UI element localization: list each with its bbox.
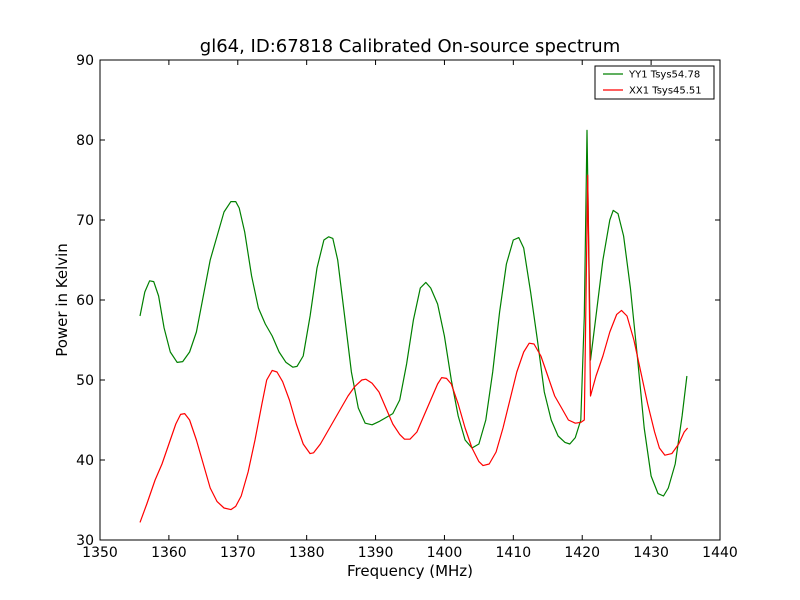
plot-background [100,60,720,540]
x-axis-ticks: 1350 1360 1370 1380 1390 1400 1410 1420 1430 1440 [82,60,738,561]
legend-items: YY1 Tsys54.78 XX1 Tsys45.51 [603,70,702,97]
x-tick-label: 1440 [702,545,738,561]
y-tick-label: 70 [76,213,94,229]
series-layer [139,129,689,523]
y-tick-label: 30 [76,533,94,549]
y-axis-ticks: 30 40 50 60 70 80 90 [76,53,720,549]
x-tick-label: 1360 [151,545,187,561]
chart-title: gl64, ID:67818 Calibrated On-source spec… [200,36,620,57]
x-tick-label: 1430 [633,545,669,561]
y-tick-label: 50 [76,373,94,389]
x-tick-label: 1390 [358,545,394,561]
legend-label-1: XX1 Tsys45.51 [629,86,702,97]
y-tick-label: 60 [76,293,94,309]
y-tick-label: 80 [76,133,94,149]
x-axis-label: Frequency (MHz) [347,562,473,580]
y-tick-label: 90 [76,53,94,69]
x-tick-label: 1420 [564,545,600,561]
legend-box [594,65,715,100]
series-line-0 [139,129,688,497]
x-tick-label: 1400 [427,545,463,561]
plot-area: 1350 1360 1370 1380 1390 1400 1410 1420 1430 1440… [76,53,738,561]
series-line-1 [139,174,689,523]
x-tick-label: 1350 [82,545,118,561]
legend: YY1 Tsys54.78 XX1 Tsys45.51 [594,65,715,100]
x-tick-label: 1410 [496,545,532,561]
x-tick-label: 1370 [220,545,256,561]
y-axis-label: Power in Kelvin [53,243,71,357]
legend-label-0: YY1 Tsys54.78 [628,70,700,81]
x-tick-label: 1380 [289,545,325,561]
y-tick-label: 40 [76,453,94,469]
